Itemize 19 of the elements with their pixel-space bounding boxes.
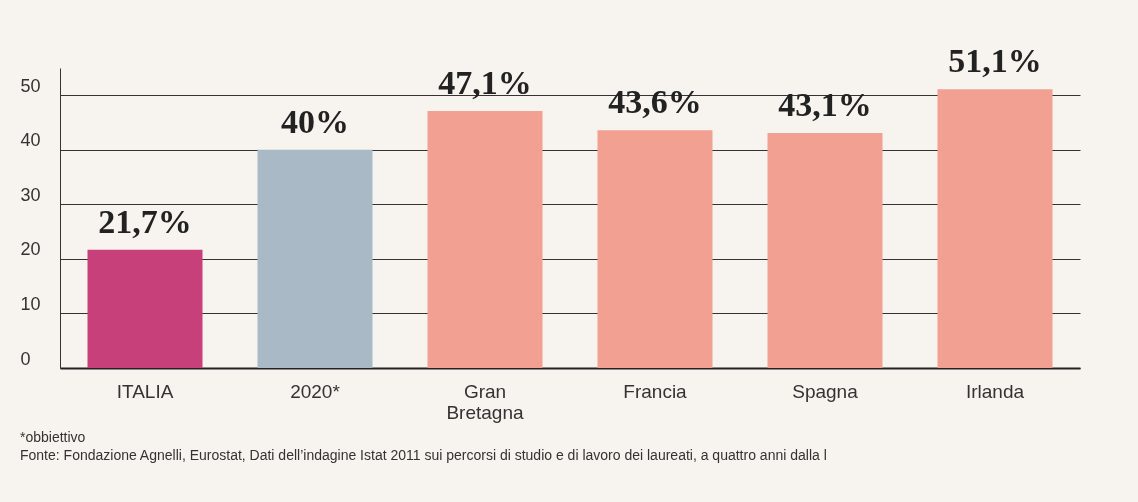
- y-tick-label: 50: [20, 75, 41, 96]
- x-tick-label: Spagna: [792, 380, 859, 402]
- y-tick-label: 40: [20, 130, 41, 151]
- x-tick-label: Gran Bretagna: [446, 380, 524, 423]
- y-tick-label: 10: [20, 293, 41, 314]
- text: *obbiettivo: [20, 429, 87, 445]
- x-tick-label: Francia: [623, 380, 688, 402]
- x-tick-label: 2020*: [290, 380, 341, 402]
- x-tick-label: Irlanda: [965, 380, 1025, 402]
- y-tick-label: 0: [20, 348, 31, 369]
- y-tick-label: 20: [20, 239, 41, 260]
- x-tick-label: ITALIA: [116, 380, 174, 402]
- source-note: Fonte: Fondazione Agnelli, Eurostat, Dati dell’indagine Istat 2011 sui percorsi di studio e di lavoro dei laureati, a quattro anni dalla l: [20, 447, 828, 463]
- data-label: 21,7%: [98, 202, 192, 240]
- data-label: 43,1%: [778, 85, 872, 123]
- data-label: 40%: [281, 102, 349, 140]
- data-label: 47,1%: [438, 64, 532, 102]
- data-label: 51,1%: [948, 42, 1042, 80]
- y-tick-label: 30: [20, 184, 41, 205]
